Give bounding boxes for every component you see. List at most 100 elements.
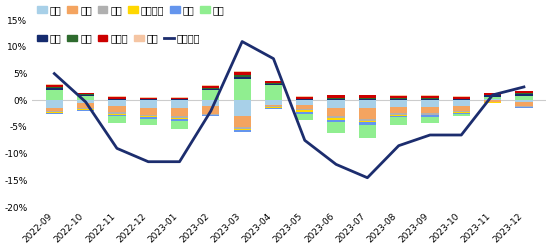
Bar [202, 89, 219, 90]
Bar [421, 107, 438, 113]
Bar [171, 121, 188, 128]
Bar [484, 102, 501, 103]
Bar [453, 100, 470, 106]
Bar [327, 95, 345, 98]
Bar [265, 100, 282, 105]
Bar [140, 98, 157, 99]
Bar [77, 109, 94, 110]
Bar [77, 110, 94, 111]
Bar [453, 97, 470, 99]
Bar [515, 94, 532, 96]
Bar [140, 119, 157, 125]
Bar [359, 122, 376, 125]
Bar [296, 109, 314, 111]
Bar [46, 113, 63, 114]
Bar [296, 96, 314, 97]
Bar [421, 115, 438, 117]
Bar [46, 108, 63, 111]
Bar [234, 116, 251, 127]
Bar [46, 112, 63, 113]
Bar [484, 95, 501, 97]
Bar [390, 99, 408, 100]
Bar [46, 100, 63, 108]
Bar [359, 119, 376, 121]
Bar [234, 71, 251, 72]
Bar [327, 120, 345, 122]
Bar [484, 93, 501, 95]
Bar [77, 96, 94, 100]
Bar [265, 84, 282, 85]
Bar [453, 96, 470, 97]
Bar [359, 108, 376, 119]
Bar [359, 100, 376, 108]
Bar [140, 99, 157, 100]
Bar [390, 116, 408, 117]
Bar [234, 72, 251, 75]
Bar [421, 100, 438, 107]
Bar [77, 93, 94, 94]
Bar [359, 125, 376, 138]
Bar [390, 107, 408, 113]
Bar [421, 99, 438, 100]
Bar [202, 115, 219, 116]
Bar [296, 100, 314, 105]
Bar [390, 115, 408, 116]
Bar [390, 95, 408, 96]
Bar [453, 99, 470, 100]
Bar [453, 111, 470, 112]
Bar [108, 99, 125, 100]
Bar [77, 94, 94, 95]
Bar [390, 100, 408, 107]
Bar [359, 121, 376, 122]
Bar [171, 108, 188, 116]
Bar [108, 115, 125, 116]
Bar [171, 119, 188, 121]
Bar [359, 98, 376, 99]
Bar [515, 106, 532, 107]
Bar [515, 96, 532, 100]
Bar [46, 87, 63, 88]
Bar [140, 100, 157, 108]
Bar [202, 106, 219, 114]
Bar [265, 83, 282, 84]
Bar [327, 98, 345, 99]
Bar [77, 108, 94, 109]
Bar [296, 99, 314, 100]
Bar [171, 99, 188, 100]
Bar [202, 85, 219, 86]
Bar [327, 118, 345, 120]
Bar [265, 80, 282, 81]
Bar [327, 108, 345, 116]
Bar [453, 106, 470, 111]
Bar [140, 116, 157, 117]
Bar [46, 85, 63, 87]
Bar [515, 93, 532, 94]
Bar [202, 100, 219, 106]
Bar [484, 99, 501, 100]
Bar [453, 113, 470, 114]
Bar [140, 115, 157, 116]
Bar [171, 97, 188, 98]
Bar [202, 86, 219, 88]
Bar [234, 75, 251, 77]
Bar [484, 97, 501, 99]
Bar [46, 111, 63, 112]
Bar [108, 116, 125, 123]
Bar [265, 85, 282, 100]
Legend: 印度, 巴西, 俄罗斯, 南非, 出口同比: 印度, 巴西, 俄罗斯, 南非, 出口同比 [37, 33, 200, 43]
Bar [390, 98, 408, 99]
Bar [140, 108, 157, 115]
Bar [77, 100, 94, 103]
Bar [108, 106, 125, 112]
Bar [171, 98, 188, 99]
Bar [46, 84, 63, 85]
Bar [515, 107, 532, 108]
Bar [140, 97, 157, 98]
Bar [515, 91, 532, 93]
Bar [202, 114, 219, 115]
Bar [453, 112, 470, 113]
Bar [171, 116, 188, 118]
Bar [484, 100, 501, 102]
Bar [140, 117, 157, 119]
Bar [515, 100, 532, 102]
